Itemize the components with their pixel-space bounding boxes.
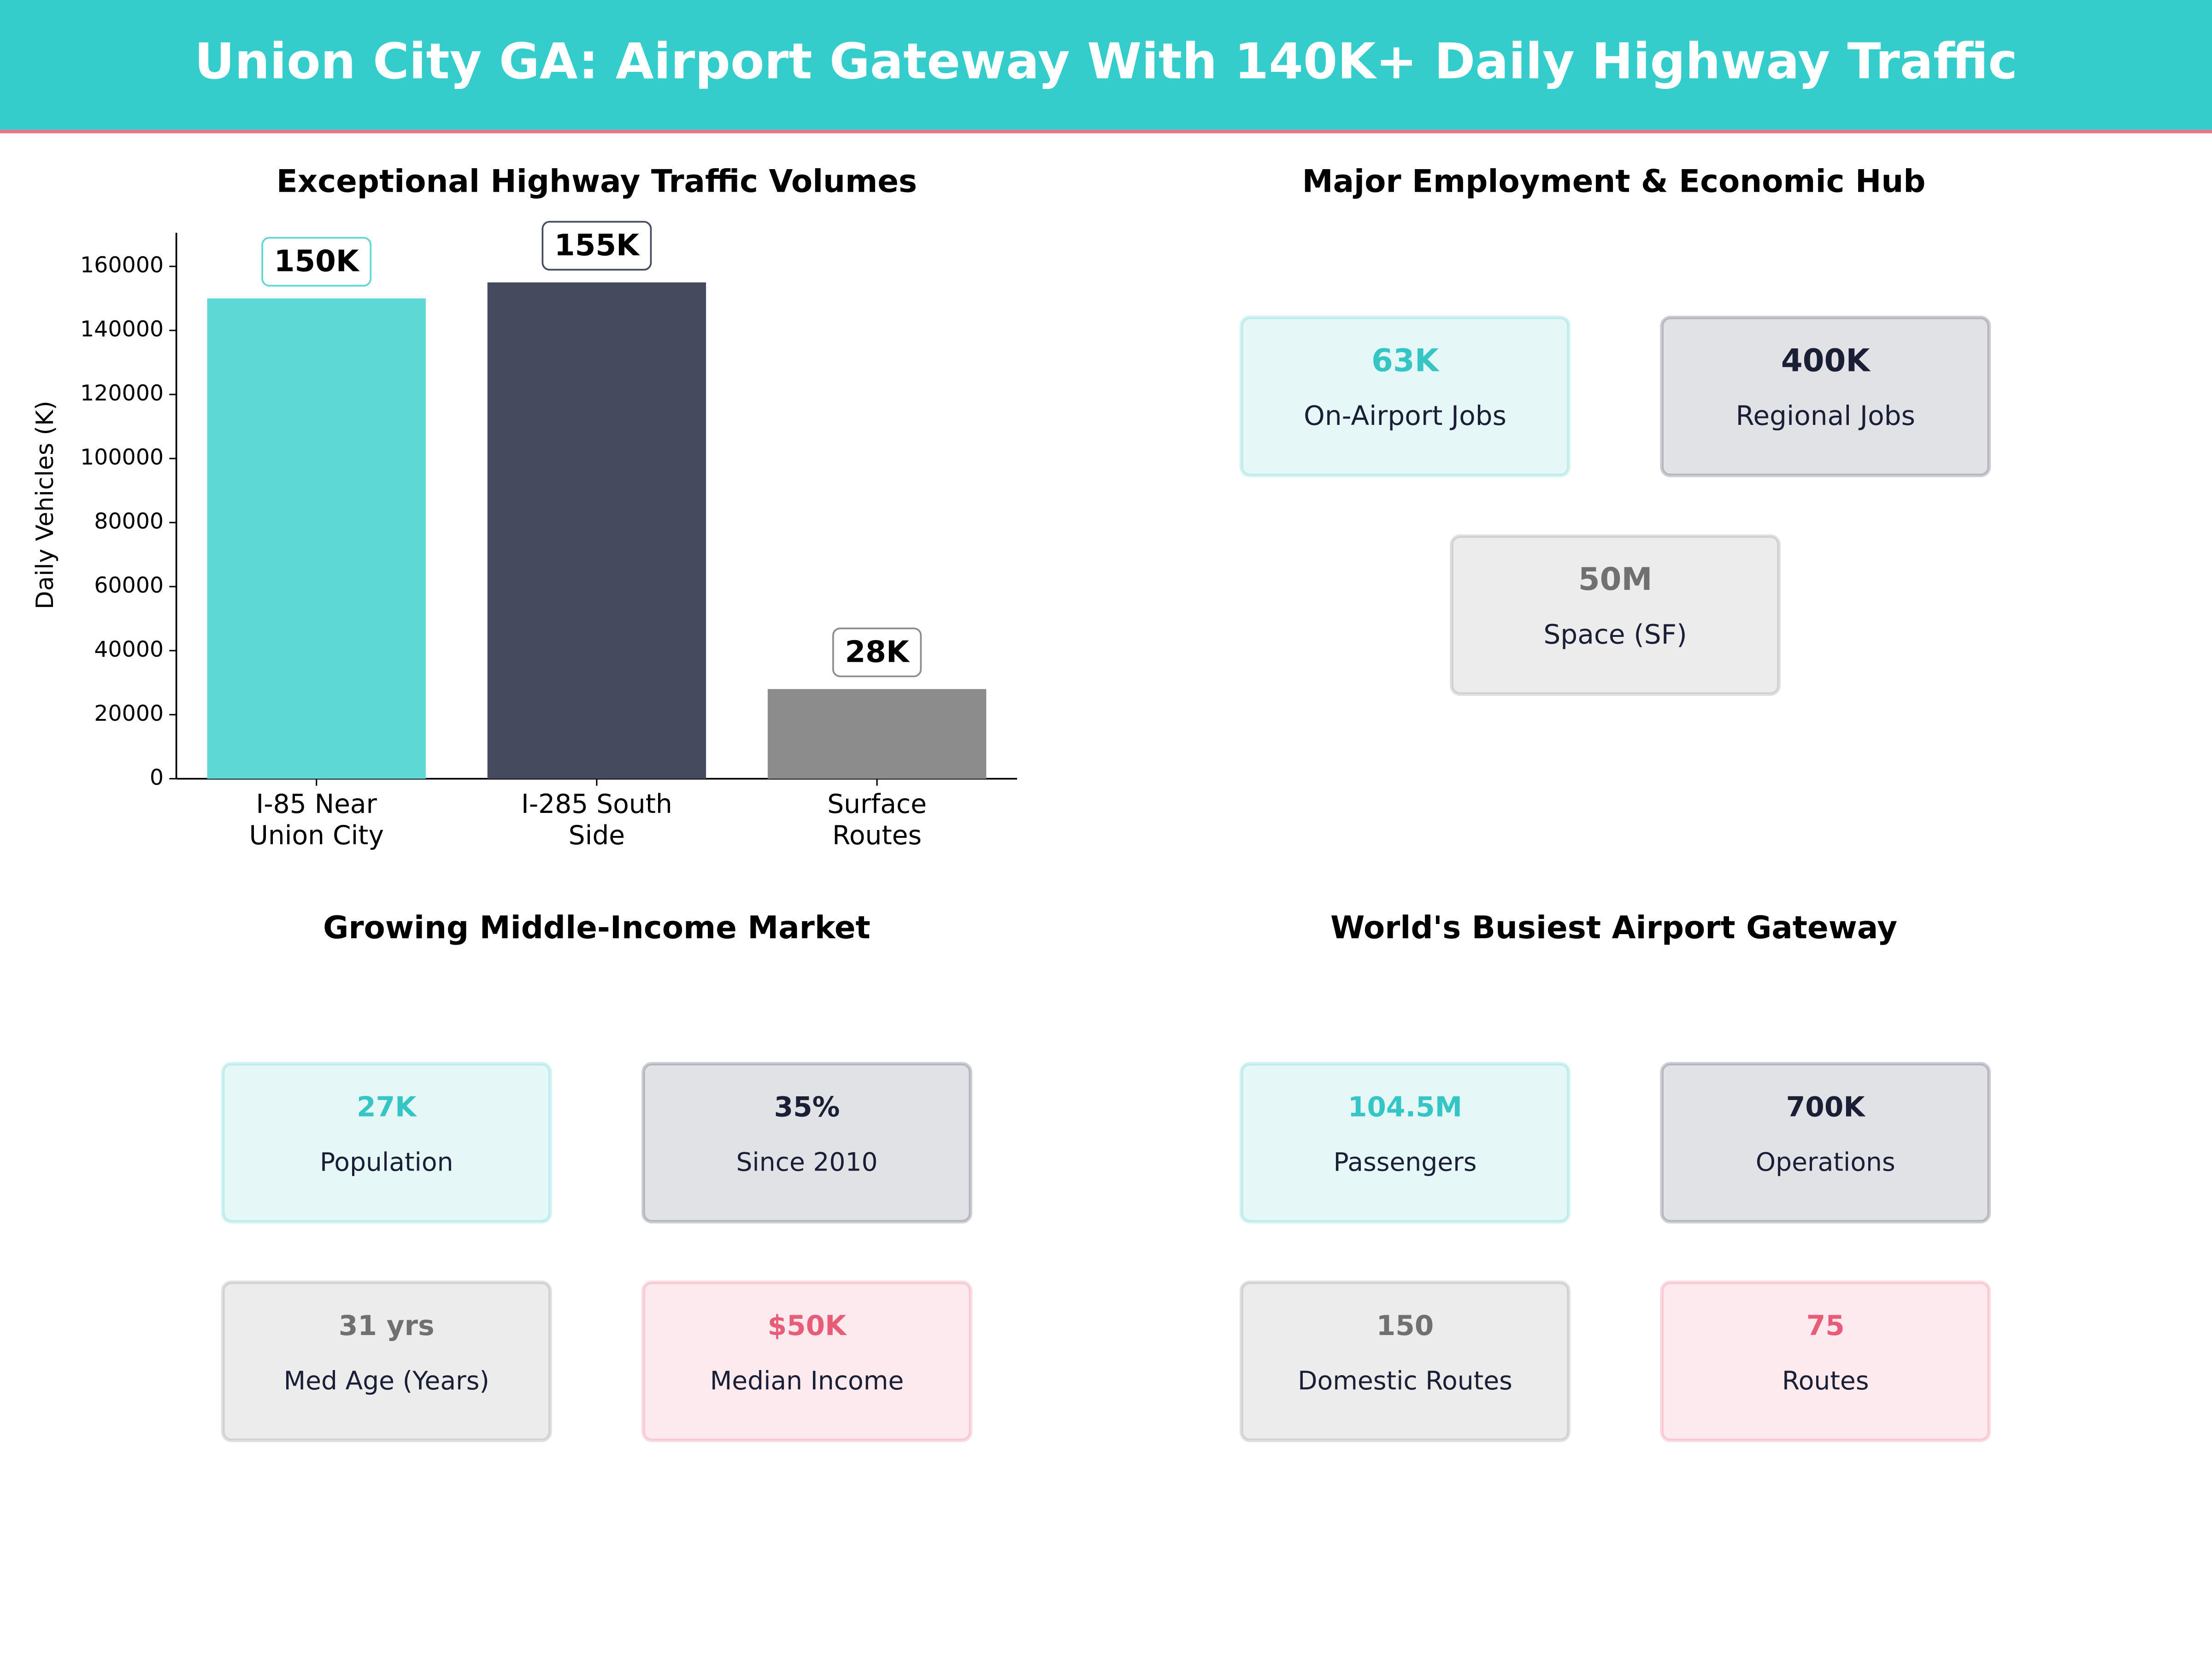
- kpi-value: $50K: [768, 1310, 848, 1342]
- kpi-card-bg: [1241, 1064, 1569, 1222]
- kpi-label: Since 2010: [736, 1147, 877, 1177]
- panel-title: World's Busiest Airport Gateway: [1330, 909, 1897, 946]
- kpi-label: Population: [320, 1147, 453, 1177]
- kpi-card: [1660, 1280, 1991, 1442]
- panel-title: Growing Middle-Income Market: [323, 909, 871, 946]
- y-axis-label: Daily Vehicles (K): [31, 401, 59, 610]
- kpi-card: [641, 1280, 972, 1442]
- kpi-card-bg: [643, 1064, 971, 1222]
- kpi-card: [1240, 315, 1571, 477]
- kpi-value: 50M: [1578, 561, 1653, 597]
- kpi-label: Median Income: [710, 1366, 904, 1395]
- kpi-card: [1660, 1062, 1991, 1224]
- y-tick-label: 40000: [94, 637, 164, 662]
- value-label-box: [541, 221, 652, 271]
- kpi-label: On-Airport Jobs: [1304, 400, 1506, 431]
- page-title: Union City GA: Airport Gateway With 140K…: [194, 33, 2018, 90]
- value-label-box: [261, 237, 372, 287]
- header-rule: [0, 129, 2212, 134]
- value-label: 155K: [554, 228, 640, 263]
- kpi-label: Regional Jobs: [1736, 400, 1915, 431]
- kpi-card-bg: [1241, 1282, 1569, 1441]
- bar: [487, 282, 706, 779]
- value-label-box: [832, 627, 922, 677]
- bar: [207, 298, 426, 779]
- value-label: 28K: [845, 635, 910, 669]
- y-tick-label: 80000: [94, 509, 164, 534]
- y-tick-label: 100000: [80, 445, 164, 470]
- y-tick-label: 0: [150, 765, 164, 790]
- y-tick-label: 160000: [80, 253, 164, 278]
- kpi-card-bg: [1662, 1282, 1989, 1441]
- y-tick-label: 120000: [80, 381, 164, 406]
- x-tick-label: I-85 Near Union City: [249, 789, 384, 851]
- y-tick-label: 140000: [80, 317, 164, 342]
- chart-title: Exceptional Highway Traffic Volumes: [276, 163, 917, 200]
- kpi-card: [221, 1062, 552, 1224]
- y-tick-label: 60000: [94, 573, 164, 598]
- kpi-label: Passengers: [1334, 1147, 1477, 1177]
- kpi-value: 31 yrs: [339, 1310, 435, 1342]
- kpi-card-bg: [223, 1282, 550, 1441]
- kpi-value: 104.5M: [1348, 1092, 1462, 1124]
- kpi-card: [641, 1062, 972, 1224]
- kpi-label: Routes: [1782, 1366, 1869, 1395]
- kpi-label: Med Age (Years): [284, 1366, 489, 1395]
- bar: [767, 689, 987, 779]
- panel-title: Major Employment & Economic Hub: [1302, 163, 1926, 200]
- kpi-card-bg: [1662, 1064, 1989, 1222]
- kpi-card-bg: [1662, 317, 1989, 476]
- kpi-card: [1450, 534, 1781, 696]
- kpi-value: 700K: [1786, 1092, 1866, 1124]
- y-tick-label: 20000: [94, 701, 164, 726]
- header-band: [0, 0, 2212, 130]
- x-tick-label: I-285 South Side: [521, 789, 672, 851]
- value-label: 150K: [274, 244, 360, 279]
- kpi-card-bg: [643, 1282, 971, 1441]
- kpi-card-bg: [223, 1064, 550, 1222]
- kpi-value: 150: [1377, 1310, 1434, 1342]
- kpi-value: 75: [1806, 1310, 1845, 1342]
- kpi-card: [1660, 315, 1991, 477]
- kpi-value: 27K: [357, 1092, 418, 1124]
- kpi-card: [1240, 1280, 1571, 1442]
- kpi-card: [1240, 1062, 1571, 1224]
- kpi-card-bg: [1452, 536, 1779, 694]
- kpi-label: Space (SF): [1543, 619, 1687, 650]
- kpi-label: Domestic Routes: [1298, 1366, 1512, 1395]
- kpi-value: 400K: [1781, 342, 1871, 378]
- kpi-label: Operations: [1756, 1147, 1895, 1177]
- kpi-card: [221, 1280, 552, 1442]
- kpi-value: 63K: [1371, 342, 1440, 378]
- kpi-card-bg: [1241, 317, 1569, 476]
- kpi-value: 35%: [774, 1092, 840, 1124]
- x-tick-label: Surface Routes: [827, 789, 927, 851]
